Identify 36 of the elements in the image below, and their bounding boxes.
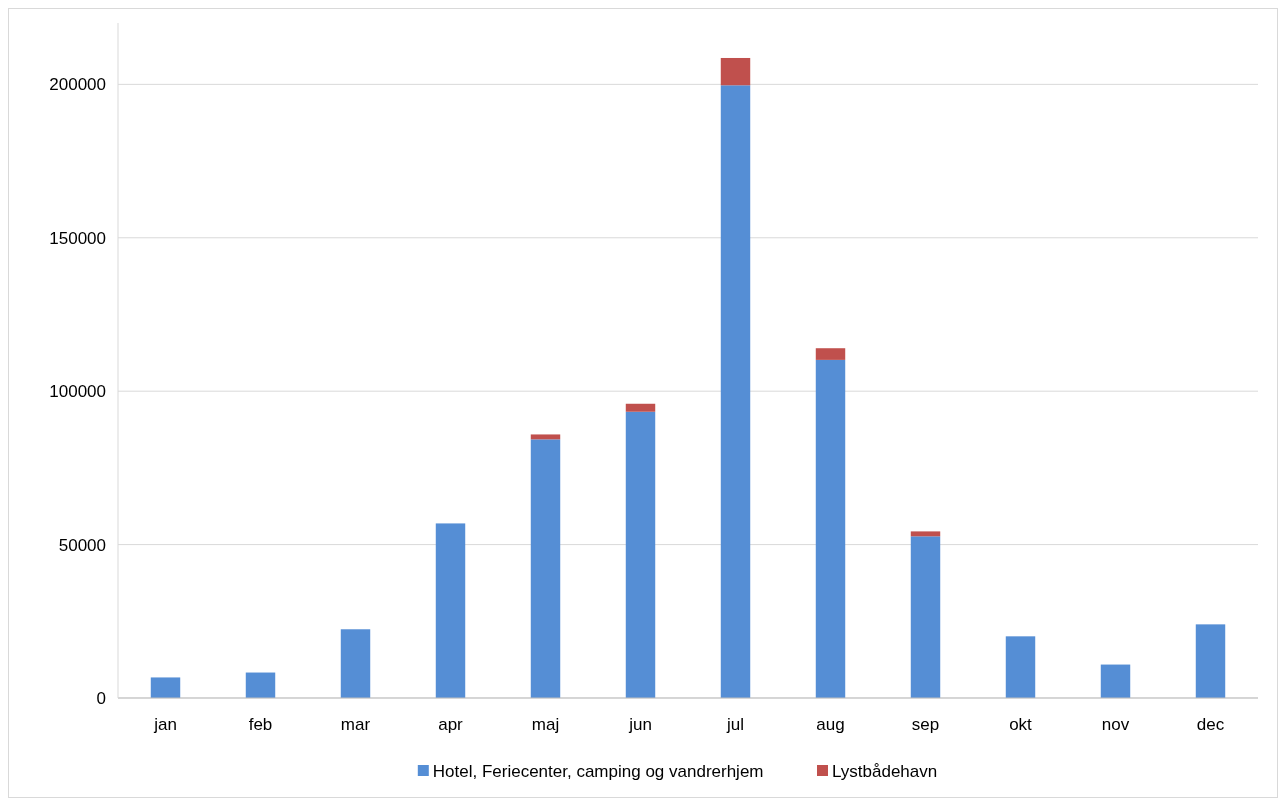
bar	[910, 531, 941, 537]
x-tick-label: apr	[438, 715, 464, 734]
y-tick-label: 150000	[49, 228, 106, 248]
bar	[1005, 636, 1036, 698]
y-tick-label: 100000	[49, 382, 106, 402]
bar	[625, 411, 656, 698]
x-tick-label: aug	[816, 715, 845, 734]
bar	[720, 57, 751, 86]
x-tick-label: dec	[1196, 715, 1225, 734]
bar	[245, 672, 276, 698]
x-tick-label: mar	[340, 715, 371, 734]
x-tick-label: nov	[1101, 715, 1130, 734]
bar	[435, 523, 466, 698]
bar	[625, 403, 656, 412]
legend-label: Lystbådehavn	[832, 761, 938, 781]
x-tick-label: okt	[1009, 715, 1033, 734]
bar	[815, 348, 846, 360]
y-tick-label: 200000	[49, 75, 106, 95]
x-tick-label: jun	[628, 715, 652, 734]
bar	[815, 359, 846, 698]
x-tick-label: sep	[911, 715, 940, 734]
legend-label: Hotel, Feriecenter, camping og vandrerhjem	[432, 761, 764, 781]
bar	[530, 439, 561, 698]
bar	[340, 629, 371, 698]
bar	[530, 434, 561, 440]
x-tick-label: maj	[531, 715, 560, 734]
y-tick-label: 0	[96, 688, 106, 708]
bar	[720, 85, 751, 698]
bar	[1100, 664, 1131, 698]
x-tick-label: feb	[248, 715, 273, 734]
bar	[150, 677, 181, 698]
x-tick-label: jan	[153, 715, 177, 734]
bar	[1195, 624, 1226, 698]
y-tick-label: 50000	[58, 535, 106, 555]
x-tick-label: jul	[725, 715, 745, 734]
bar	[910, 536, 941, 698]
